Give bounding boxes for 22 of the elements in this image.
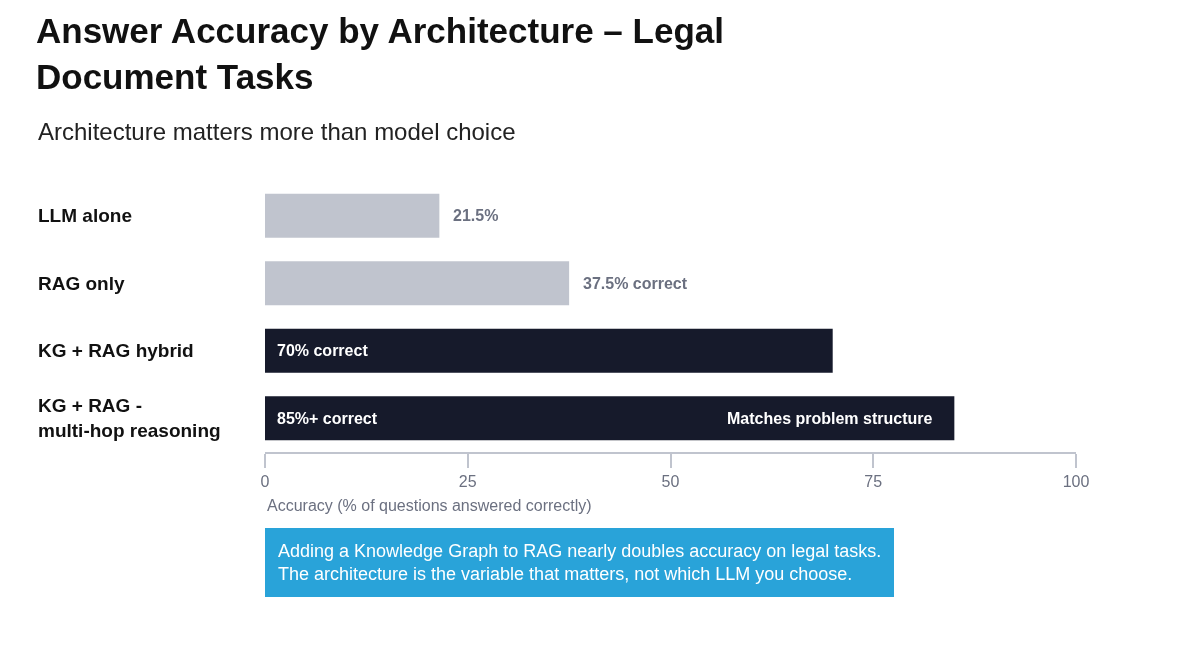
data-label: 85%+ correct <box>277 410 378 427</box>
y-tick-label: RAG only <box>38 273 125 294</box>
data-label: 37.5% correct <box>583 275 688 292</box>
y-tick-label: KG + RAG - multi-hop reasoning <box>38 395 221 441</box>
x-tick-label: 100 <box>1062 473 1090 491</box>
data-label: 21.5% <box>453 207 499 224</box>
x-tick-label: 25 <box>458 473 477 491</box>
chart-title: Answer Accuracy by Architecture – Legal Document Tasks <box>36 11 724 96</box>
x-axis-title: Accuracy (% of questions answered correctly) <box>267 497 592 514</box>
y-tick-label: KG + RAG hybrid <box>38 340 194 361</box>
y-tick-label: LLM alone <box>38 205 132 226</box>
x-tick-label: 0 <box>260 473 270 491</box>
text: Adding a Knowledge Graph to RAG nearly doubles accuracy on legal tasks. The architecture is the variable that matters, not which LLM you choose. <box>278 541 882 585</box>
bar <box>265 328 833 373</box>
chart-subtitle: Architecture matters more than model choice <box>38 118 516 145</box>
x-tick-label: 50 <box>661 473 680 491</box>
data-label: 70% correct <box>277 342 369 359</box>
bar <box>265 193 440 238</box>
bar <box>265 261 570 306</box>
annotation: Matches problem structure <box>727 410 933 427</box>
bar <box>265 396 955 441</box>
x-tick-label: 75 <box>864 473 883 491</box>
